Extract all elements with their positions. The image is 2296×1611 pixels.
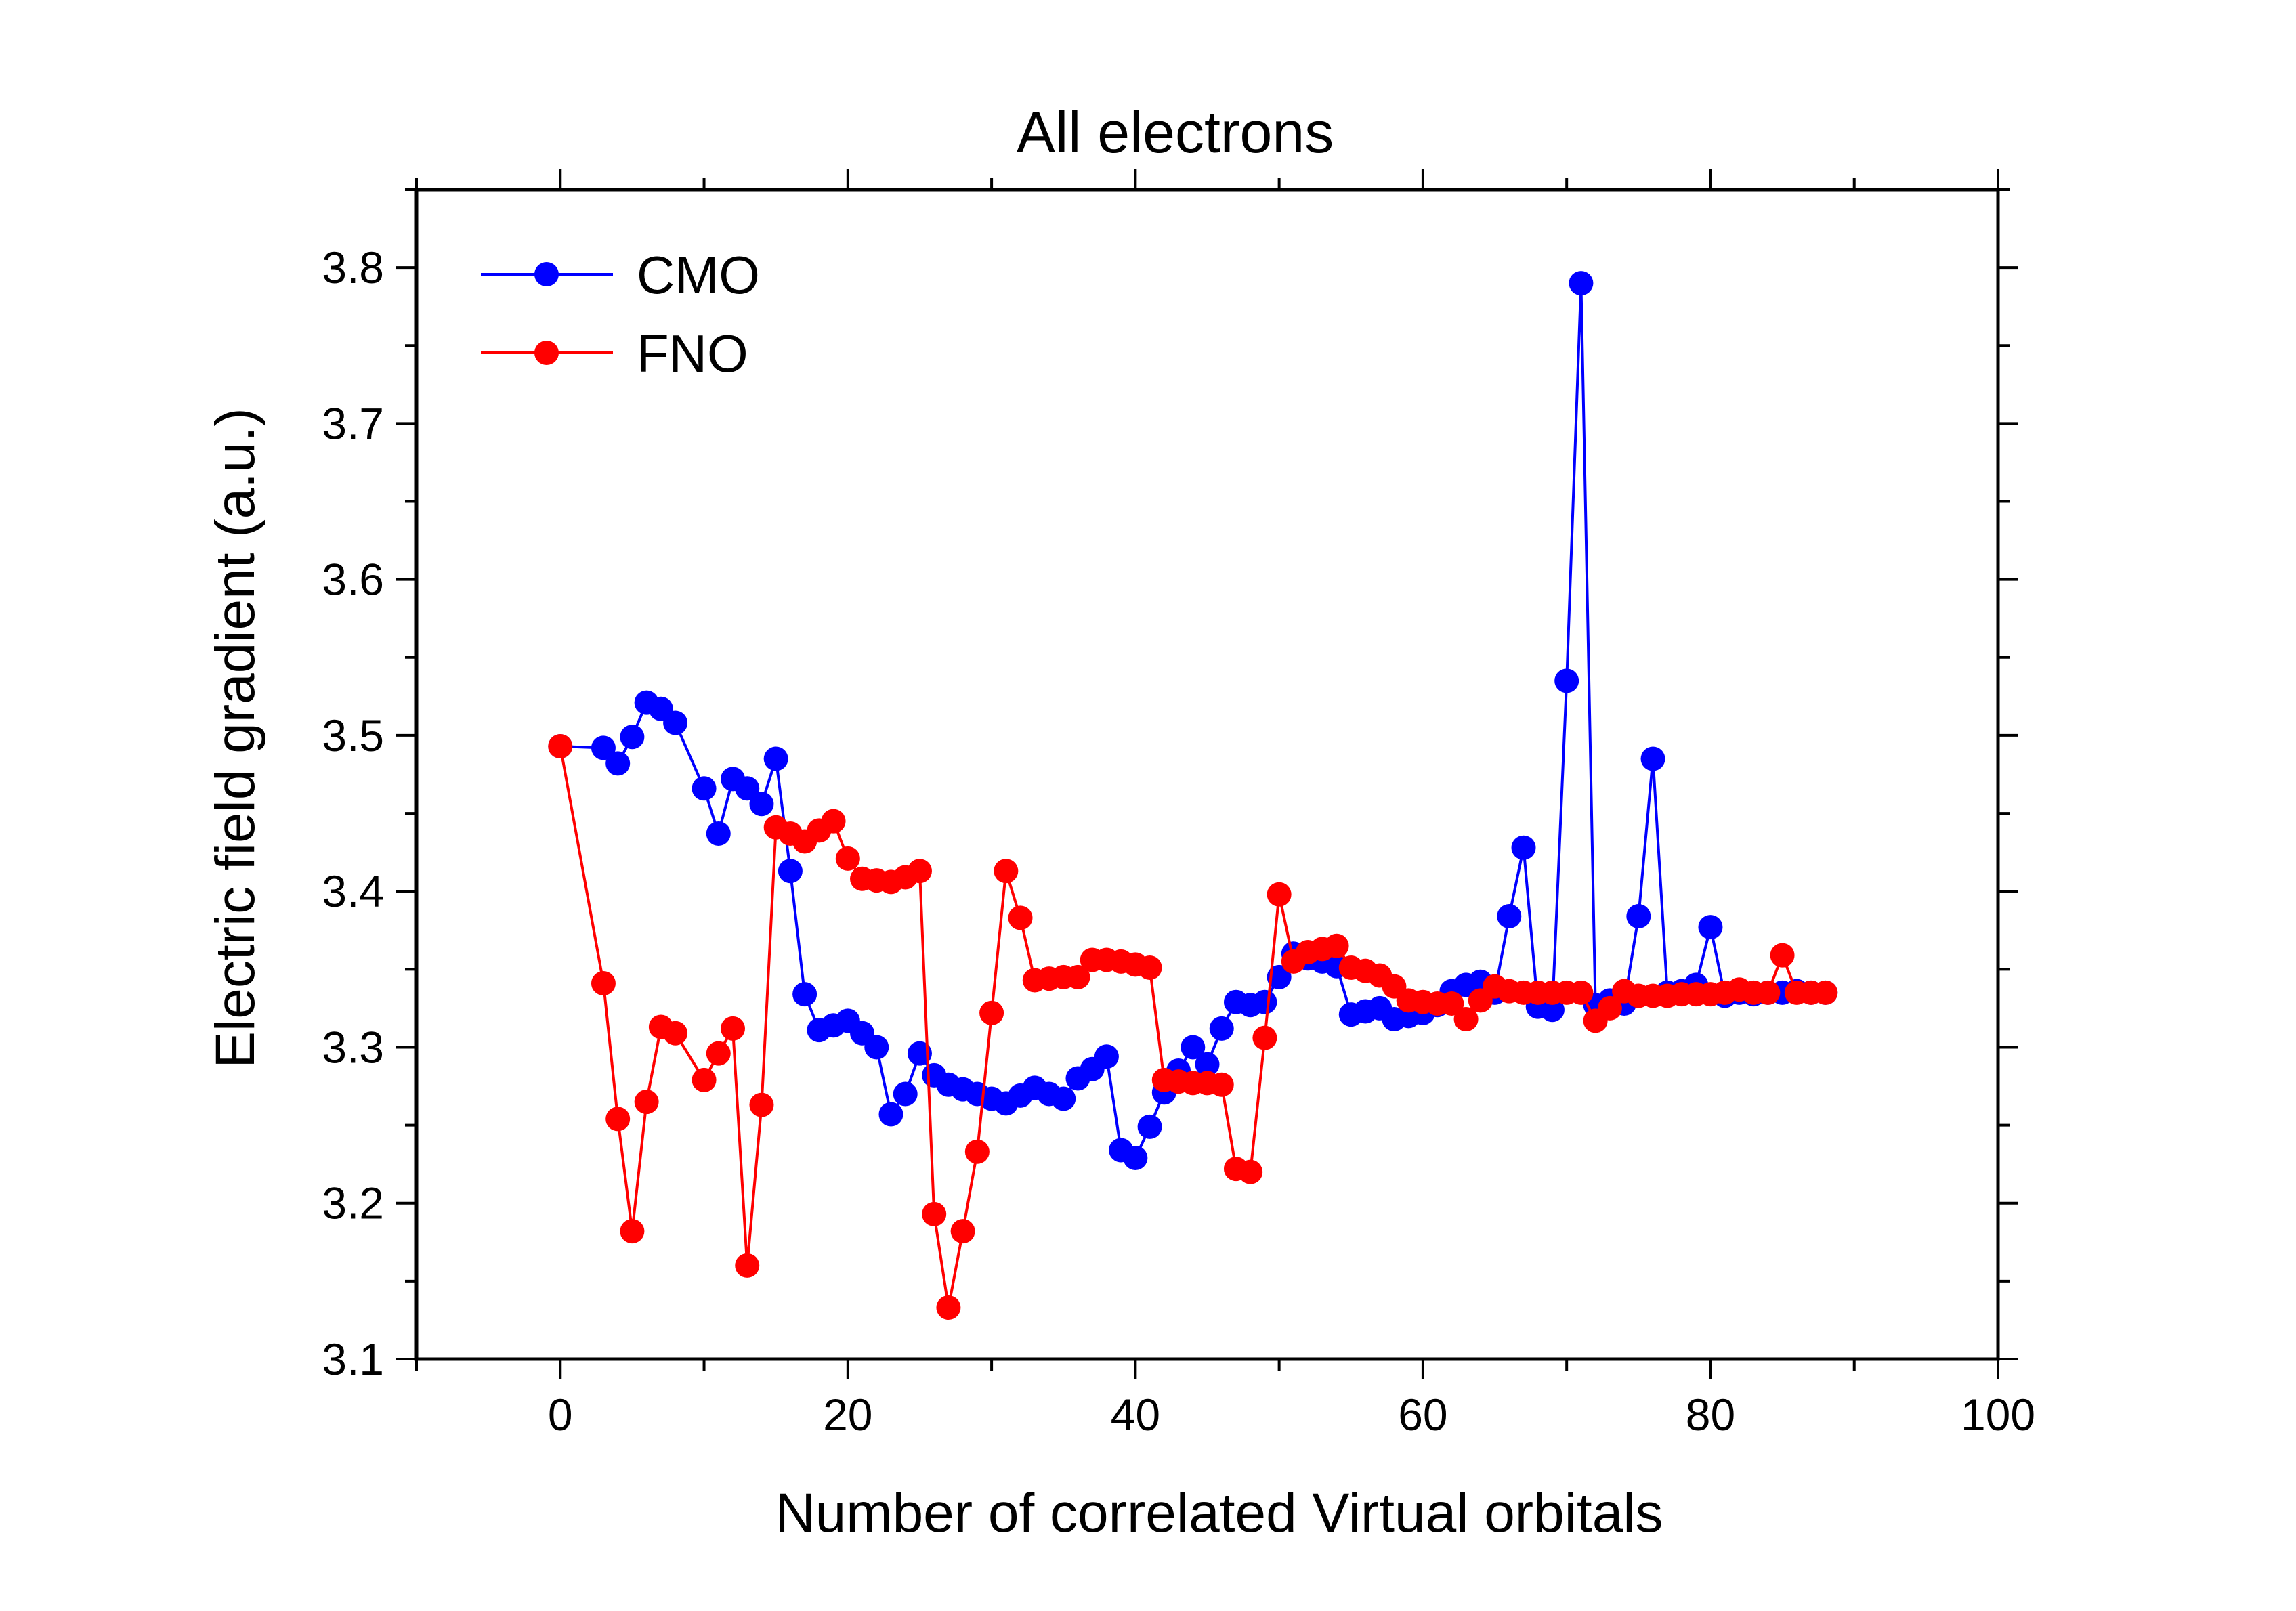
data-point-cmo — [620, 725, 645, 750]
data-point-fno — [1137, 955, 1162, 981]
data-point-fno — [994, 859, 1019, 884]
plot-frame — [414, 188, 2000, 1361]
y-axis-label: Electric field gradient (a.u.) — [205, 408, 266, 1068]
data-point-fno — [1238, 1159, 1263, 1184]
legend-entry-cmo: CMO — [481, 245, 760, 305]
data-point-cmo — [706, 821, 731, 846]
legend: CMO FNO — [481, 245, 760, 383]
data-point-fno — [634, 1090, 659, 1115]
data-point-fno — [591, 971, 616, 996]
legend-marker-fno — [534, 341, 559, 365]
data-point-cmo — [778, 859, 803, 884]
data-point-fno — [950, 1219, 975, 1244]
data-point-cmo — [1181, 1035, 1206, 1060]
data-point-fno — [1209, 1072, 1234, 1097]
data-point-cmo — [1511, 835, 1536, 860]
y-tick-label: 3.7 — [322, 398, 384, 448]
data-point-fno — [1597, 995, 1622, 1021]
data-point-fno — [1770, 943, 1795, 968]
data-point-fno — [1569, 980, 1594, 1005]
data-point-cmo — [1209, 1016, 1234, 1041]
data-point-cmo — [1051, 1086, 1076, 1111]
x-tick-label: 0 — [548, 1390, 573, 1440]
data-point-fno — [835, 846, 860, 871]
data-point-cmo — [1497, 904, 1522, 929]
data-point-fno — [936, 1295, 961, 1320]
y-tick-label: 3.8 — [322, 242, 384, 293]
x-axis-label: Number of correlated Virtual orbitals — [775, 1482, 1663, 1544]
data-point-fno — [735, 1253, 760, 1278]
data-point-fno — [692, 1067, 717, 1092]
legend-entry-fno: FNO — [481, 324, 748, 383]
data-point-cmo — [591, 735, 616, 760]
data-point-cmo — [749, 792, 774, 817]
data-point-cmo — [1195, 1052, 1220, 1077]
data-point-fno — [922, 1201, 947, 1226]
data-point-fno — [907, 859, 932, 884]
data-point-fno — [1439, 991, 1464, 1016]
plot-area — [548, 271, 1838, 1320]
x-tick-label: 80 — [1686, 1390, 1735, 1440]
data-point-fno — [749, 1092, 774, 1117]
chart-title: All electrons — [1017, 100, 1334, 165]
data-point-cmo — [1137, 1114, 1162, 1139]
axes: 0 20 40 60 80 100 3.1 3.2 3.3 3.4 3.5 3.6 3.7 3.8 — [322, 169, 2035, 1440]
data-point-fno — [620, 1219, 645, 1244]
legend-marker-cmo — [534, 262, 559, 286]
x-tick-label: 100 — [1961, 1390, 2035, 1440]
data-point-cmo — [864, 1035, 889, 1060]
data-point-fno — [1008, 905, 1033, 930]
legend-label-fno: FNO — [637, 324, 748, 383]
data-point-cmo — [1123, 1145, 1148, 1170]
data-point-fno — [1756, 980, 1781, 1005]
y-tick-label: 3.4 — [322, 866, 384, 916]
y-tick-label: 3.2 — [322, 1178, 384, 1228]
data-point-cmo — [1252, 989, 1277, 1014]
data-point-cmo — [605, 751, 631, 776]
data-point-fno — [979, 1000, 1004, 1025]
data-point-fno — [548, 734, 573, 759]
data-point-cmo — [1626, 904, 1651, 929]
data-point-fno — [1267, 882, 1292, 907]
data-point-fno — [663, 1021, 688, 1046]
data-point-fno — [1453, 1007, 1479, 1032]
x-tick-label: 20 — [823, 1390, 872, 1440]
y-tick-label: 3.3 — [322, 1022, 384, 1072]
data-point-cmo — [1569, 271, 1594, 296]
data-point-fno — [1065, 964, 1090, 989]
data-point-cmo — [663, 710, 688, 735]
data-point-fno — [721, 1016, 745, 1041]
data-point-cmo — [878, 1102, 903, 1127]
data-point-cmo — [1640, 746, 1665, 771]
data-point-fno — [706, 1041, 731, 1066]
data-point-cmo — [792, 982, 817, 1007]
x-tick-label: 60 — [1398, 1390, 1447, 1440]
data-point-cmo — [1094, 1044, 1119, 1069]
data-point-cmo — [692, 776, 717, 801]
data-point-cmo — [1698, 915, 1723, 940]
data-point-cmo — [735, 776, 760, 801]
data-point-fno — [1813, 980, 1838, 1005]
data-point-cmo — [893, 1081, 918, 1107]
y-tick-label: 3.5 — [322, 710, 384, 760]
data-point-fno — [1252, 1025, 1277, 1050]
data-point-fno — [821, 809, 846, 834]
data-point-cmo — [763, 746, 788, 771]
series-fno — [548, 734, 1838, 1320]
data-point-cmo — [1539, 997, 1565, 1023]
data-point-fno — [1324, 933, 1349, 958]
y-tick-label: 3.1 — [322, 1334, 384, 1384]
x-tick-label: 40 — [1111, 1390, 1160, 1440]
data-point-fno — [964, 1139, 990, 1164]
data-point-fno — [605, 1107, 631, 1132]
data-point-cmo — [1554, 668, 1579, 693]
data-point-cmo — [1267, 964, 1292, 989]
legend-label-cmo: CMO — [637, 245, 760, 305]
y-tick-label: 3.6 — [322, 555, 384, 605]
